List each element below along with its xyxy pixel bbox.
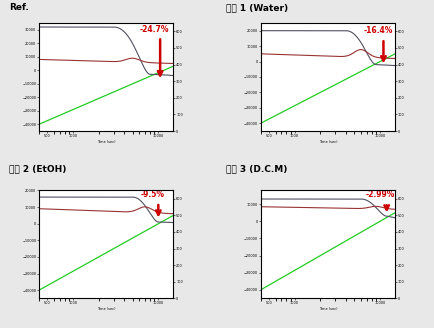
Text: 조건 3 (D.C.M): 조건 3 (D.C.M) — [226, 164, 287, 173]
Text: Ref.: Ref. — [9, 3, 29, 12]
Text: -24.7%: -24.7% — [140, 25, 169, 34]
X-axis label: Time (sec): Time (sec) — [97, 307, 115, 311]
Text: -2.99%: -2.99% — [365, 190, 395, 199]
X-axis label: Time (sec): Time (sec) — [319, 140, 337, 144]
Text: -9.5%: -9.5% — [140, 190, 164, 199]
Text: -16.4%: -16.4% — [363, 26, 393, 35]
X-axis label: Time (sec): Time (sec) — [319, 307, 337, 311]
X-axis label: Time (sec): Time (sec) — [97, 140, 115, 144]
Text: 조건 2 (EtOH): 조건 2 (EtOH) — [9, 164, 66, 173]
Text: 조건 1 (Water): 조건 1 (Water) — [226, 3, 288, 12]
